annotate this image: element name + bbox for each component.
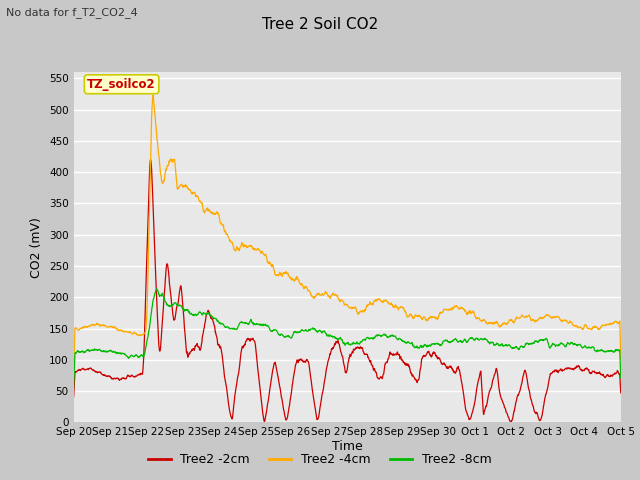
X-axis label: Time: Time [332,440,363,453]
Tree2 -4cm [617,356,625,361]
Text: Tree 2 Soil CO2: Tree 2 Soil CO2 [262,17,378,32]
Legend: Tree2 -2cm, Tree2 -4cm, Tree2 -8cm: Tree2 -2cm, Tree2 -4cm, Tree2 -8cm [143,448,497,471]
Tree2 -4cm [447,306,455,312]
Tree2 -2cm [80,366,88,372]
Tree2 -8cm [153,286,161,292]
Tree2 -2cm [617,390,625,396]
Tree2 -4cm [317,292,325,298]
Tree2 -8cm [80,349,88,355]
Tree2 -4cm [80,324,88,330]
Tree2 -2cm [168,301,175,307]
Tree2 -2cm [317,396,325,402]
Tree2 -8cm [317,329,325,335]
Tree2 -8cm [447,339,455,345]
Tree2 -2cm [147,157,154,163]
Line: Tree2 -4cm: Tree2 -4cm [74,95,621,375]
Tree2 -4cm [70,372,77,378]
Tree2 -2cm [507,419,515,425]
Tree2 -4cm [582,322,589,328]
Tree2 -4cm [350,305,358,311]
Tree2 -8cm [582,344,589,350]
Tree2 -2cm [582,366,590,372]
Tree2 -8cm [70,384,77,390]
Y-axis label: CO2 (mV): CO2 (mV) [31,217,44,277]
Tree2 -8cm [617,375,625,381]
Line: Tree2 -8cm: Tree2 -8cm [74,289,621,387]
Text: No data for f_T2_CO2_4: No data for f_T2_CO2_4 [6,7,138,18]
Tree2 -8cm [168,302,175,308]
Tree2 -4cm [149,92,157,98]
Text: TZ_soilco2: TZ_soilco2 [87,78,156,91]
Tree2 -8cm [350,341,358,347]
Tree2 -2cm [70,395,77,400]
Line: Tree2 -2cm: Tree2 -2cm [74,160,621,422]
Tree2 -2cm [447,364,455,370]
Tree2 -4cm [168,158,175,164]
Tree2 -2cm [350,347,358,352]
